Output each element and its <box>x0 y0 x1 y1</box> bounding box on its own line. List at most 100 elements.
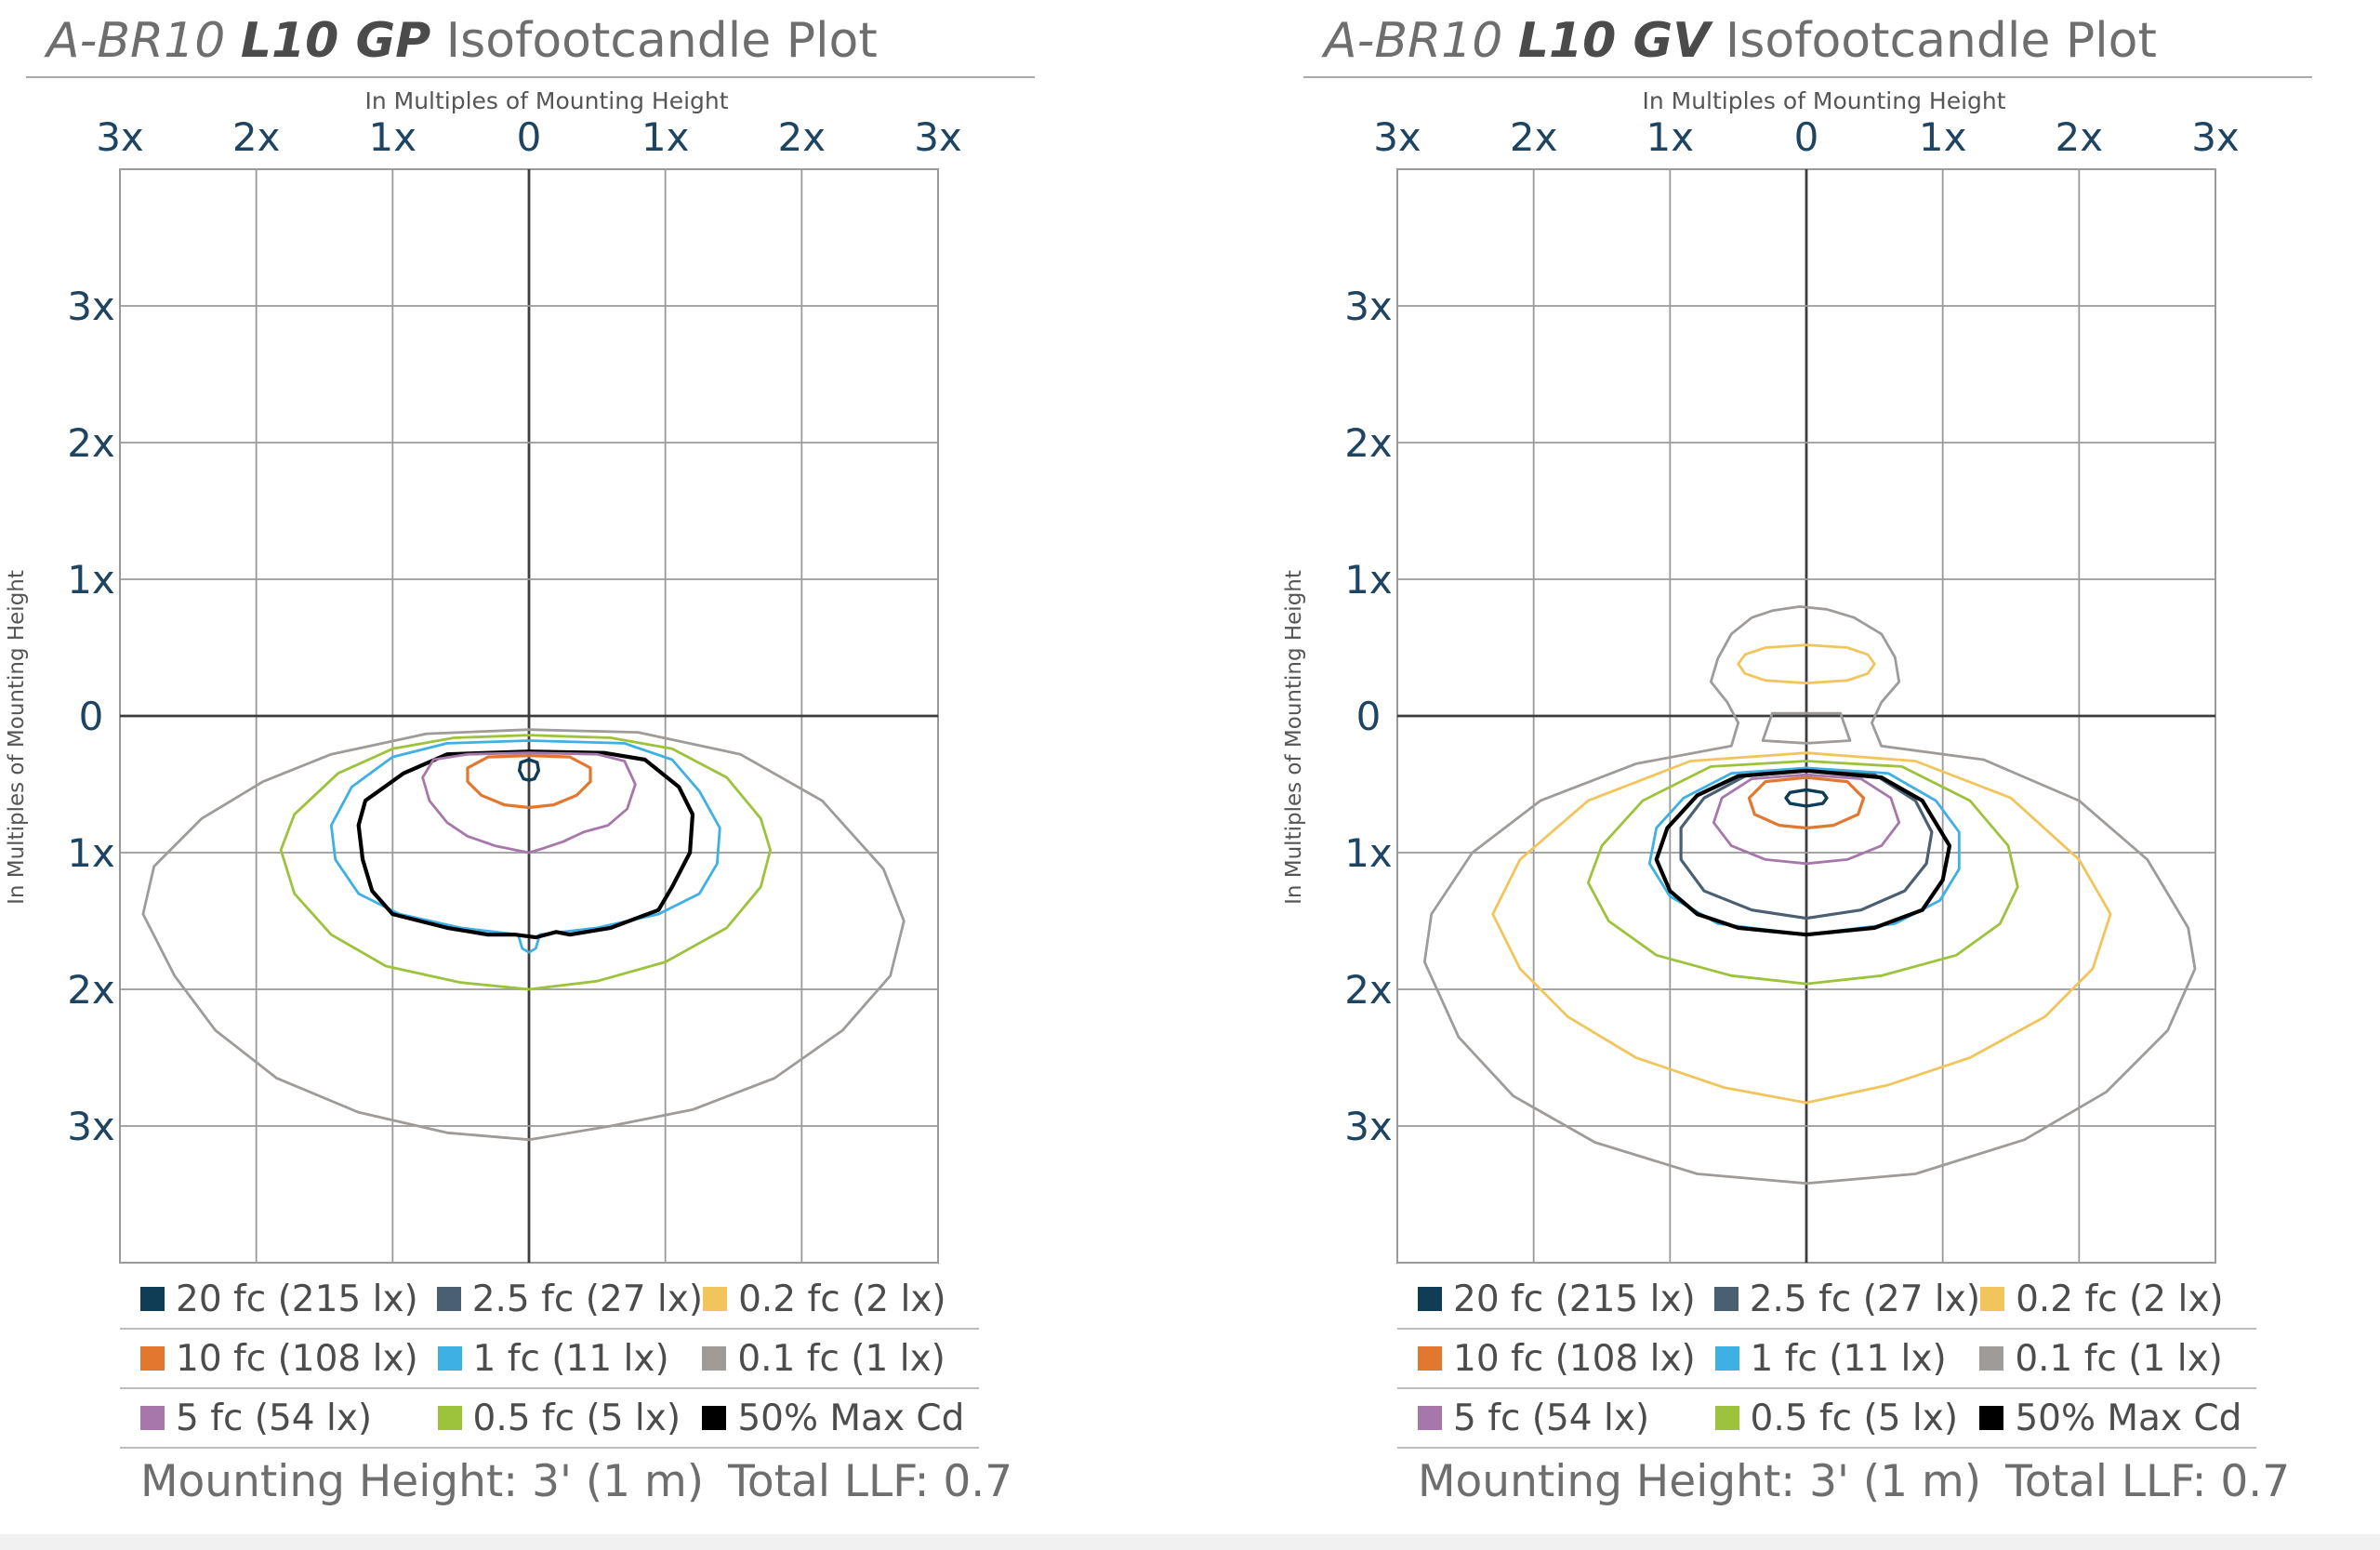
legend-label: 2.5 fc (27 lx) <box>471 1278 704 1320</box>
legend-label: 0.2 fc (2 lx) <box>738 1278 946 1320</box>
x-tick-label: 0 <box>517 114 542 160</box>
y-tick-label: 2x <box>1344 967 1393 1013</box>
legend-label: 1 fc (11 lx) <box>472 1337 669 1380</box>
mounting-height: Mounting Height: 3' (1 m) <box>140 1456 705 1507</box>
legend-label: 0.1 fc (1 lx) <box>2015 1337 2223 1380</box>
isofootcandle-contour <box>1784 788 1829 808</box>
x-tick-label: 2x <box>2056 114 2104 160</box>
title-divider <box>26 76 1035 78</box>
legend-swatch <box>1418 1346 1442 1371</box>
legend-item: 50% Max Cd <box>702 1398 979 1439</box>
legend-swatch <box>1714 1346 1739 1371</box>
x-axis-label: In Multiples of Mounting Height <box>1642 87 2006 114</box>
legend-label: 0.1 fc (1 lx) <box>737 1337 945 1380</box>
legend-label: 1 fc (11 lx) <box>1750 1337 1947 1380</box>
legend-swatch <box>140 1287 165 1311</box>
legend-swatch <box>437 1346 462 1371</box>
legend-swatch <box>1418 1406 1442 1430</box>
legend-item: 10 fc (108 lx) <box>120 1338 438 1380</box>
legend-item: 5 fc (54 lx) <box>1397 1398 1715 1439</box>
x-tick-label: 3x <box>1373 114 1421 160</box>
isofootcandle-contour <box>1679 769 1934 921</box>
isofootcandle-contour <box>356 749 695 940</box>
legend-row: 10 fc (108 lx) 1 fc (11 lx) 0.1 fc (1 lx… <box>120 1330 979 1389</box>
legend-swatch <box>436 1287 461 1311</box>
legend-swatch <box>703 1287 728 1311</box>
y-tick-label: 1x <box>1344 830 1393 876</box>
legend: 20 fc (215 lx) 2.5 fc (27 lx) 0.2 fc (2 … <box>120 1270 979 1449</box>
y-tick-label: 0 <box>79 694 104 739</box>
legend-item: 2.5 fc (27 lx) <box>436 1278 704 1320</box>
isofootcandle-contour <box>421 751 637 854</box>
isofootcandle-contour <box>466 753 592 810</box>
y-tick-label: 2x <box>1344 420 1393 466</box>
legend-item: 20 fc (215 lx) <box>1397 1278 1714 1320</box>
x-tick-label: 3x <box>2191 114 2240 160</box>
isofootcandle-contour <box>1712 773 1901 866</box>
legend-label: 50% Max Cd <box>2015 1397 2242 1439</box>
legend-item: 0.1 fc (1 lx) <box>1979 1338 2256 1380</box>
y-tick-label: 1x <box>1344 557 1393 603</box>
y-tick-label: 3x <box>67 284 115 329</box>
x-tick-label: 1x <box>1919 114 1967 160</box>
legend-item: 20 fc (215 lx) <box>120 1278 437 1320</box>
legend-item: 1 fc (11 lx) <box>1714 1337 1980 1380</box>
title-rest: Isofootcandle Plot <box>1725 13 2157 69</box>
legend-item: 1 fc (11 lx) <box>437 1337 703 1380</box>
isofootcandle-panel-gp: A-BR10 L10 GP Isofootcandle Plot In Mult… <box>5 0 1067 1550</box>
legend-row: 5 fc (54 lx) 0.5 fc (5 lx) 50% Max Cd <box>120 1389 979 1449</box>
y-tick-label: 2x <box>67 420 115 466</box>
legend-swatch <box>140 1406 165 1430</box>
contour-group <box>141 728 906 1142</box>
legend-swatch <box>1714 1406 1739 1430</box>
x-tick-label: 2x <box>232 114 281 160</box>
total-llf: Total LLF: 0.7 <box>728 1456 1013 1507</box>
legend-swatch <box>140 1346 165 1371</box>
legend-item: 0.2 fc (2 lx) <box>703 1278 979 1320</box>
legend-label: 20 fc (215 lx) <box>176 1278 418 1320</box>
x-tick-label: 1x <box>641 114 690 160</box>
legend-label: 5 fc (54 lx) <box>176 1397 373 1439</box>
legend-label: 0.5 fc (5 lx) <box>472 1397 681 1439</box>
legend-label: 5 fc (54 lx) <box>1453 1397 1650 1439</box>
isofootcandle-plot: 3x 2x 1x 0 1x 2x 3x 3x 2x 1x 0 1x 2x 3x <box>1344 114 2240 1264</box>
legend-swatch <box>702 1346 727 1371</box>
isofootcandle-contour <box>1747 775 1866 830</box>
x-tick-label: 2x <box>1510 114 1558 160</box>
legend-row: 5 fc (54 lx) 0.5 fc (5 lx) 50% Max Cd <box>1397 1389 2256 1449</box>
isofootcandle-contour <box>1422 605 2197 1186</box>
legend-row: 20 fc (215 lx) 2.5 fc (27 lx) 0.2 fc (2 … <box>1397 1270 2256 1330</box>
chart-title: A-BR10 L10 GV Isofootcandle Plot <box>1324 13 2157 69</box>
x-tick-label: 0 <box>1794 114 1819 160</box>
y-tick-label: 3x <box>1344 284 1393 329</box>
legend-label: 50% Max Cd <box>737 1397 965 1439</box>
y-tick-label: 3x <box>67 1104 115 1149</box>
legend-row: 10 fc (108 lx) 1 fc (11 lx) 0.1 fc (1 lx… <box>1397 1330 2256 1389</box>
x-tick-label: 1x <box>1646 114 1695 160</box>
y-tick-label: 0 <box>1356 694 1382 739</box>
title-rest: Isofootcandle Plot <box>445 13 878 69</box>
legend-row: 20 fc (215 lx) 2.5 fc (27 lx) 0.2 fc (2 … <box>120 1270 979 1330</box>
isofootcandle-contour <box>1761 711 1852 745</box>
total-llf: Total LLF: 0.7 <box>2005 1456 2291 1507</box>
mounting-info: Mounting Height: 3' (1 m) Total LLF: 0.7 <box>1397 1456 2290 1507</box>
y-tick-label: 3x <box>1344 1104 1393 1149</box>
title-variant: L10 GP <box>240 13 431 69</box>
isofootcandle-panel-gv: A-BR10 L10 GV Isofootcandle Plot In Mult… <box>1282 0 2345 1550</box>
legend-item: 50% Max Cd <box>1979 1398 2256 1439</box>
legend-item: 10 fc (108 lx) <box>1397 1338 1715 1380</box>
legend-label: 2.5 fc (27 lx) <box>1749 1278 1981 1320</box>
page-bottom-strip <box>0 1534 2380 1550</box>
isofootcandle-contour <box>1491 751 2112 1105</box>
legend-label: 0.5 fc (5 lx) <box>1750 1397 1959 1439</box>
x-tick-label: 3x <box>96 114 144 160</box>
title-divider <box>1303 76 2312 78</box>
legend-label: 10 fc (108 lx) <box>1453 1337 1696 1380</box>
legend-item: 5 fc (54 lx) <box>120 1398 438 1439</box>
isofootcandle-contour <box>518 758 540 782</box>
y-tick-label: 2x <box>67 967 115 1013</box>
y-tick-label: 1x <box>67 830 115 876</box>
legend-item: 0.2 fc (2 lx) <box>1980 1278 2256 1320</box>
x-tick-label: 2x <box>778 114 826 160</box>
isofootcandle-contour <box>279 734 772 991</box>
